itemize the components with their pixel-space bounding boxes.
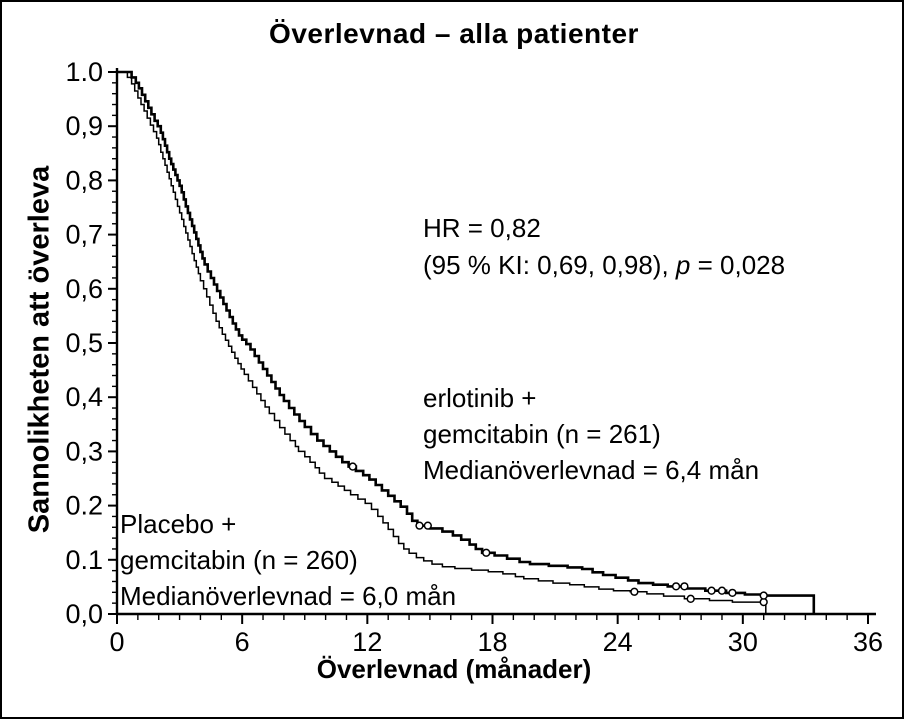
placebo-line3: Medianöverlevnad = 6,0 mån — [120, 581, 457, 611]
censor-mark — [415, 521, 424, 530]
censor-mark — [680, 582, 689, 591]
placebo-annotation: Placebo + gemcitabin (n = 260) Medianöve… — [120, 506, 456, 614]
y-tick-label: 0,4 — [65, 382, 103, 412]
placebo-curve — [117, 71, 767, 614]
hr-line2: (95 % KI: 0,69, 0,98), p = 0,028 — [423, 250, 786, 280]
y-tick-label: 0.1 — [65, 545, 103, 575]
erlotinib-line3: Medianöverlevnad = 6,4 mån — [423, 455, 760, 485]
y-tick-label: 0,8 — [65, 165, 103, 195]
censor-mark — [630, 587, 639, 596]
x-axis-title: Överlevnad (månader) — [316, 654, 592, 684]
y-tick-label: 0,7 — [65, 220, 103, 250]
x-tick-label: 30 — [728, 627, 758, 657]
y-tick-label: 0,5 — [65, 328, 103, 358]
censor-mark — [671, 582, 681, 591]
chart-title: Överlevnad – alla patienter — [269, 18, 639, 49]
x-tick-label: 12 — [352, 627, 382, 657]
x-tick-label: 0 — [109, 627, 124, 657]
x-tick-label: 6 — [235, 627, 250, 657]
erlotinib-annotation: erlotinib + gemcitabin (n = 261) Medianö… — [423, 380, 759, 488]
censor-mark — [717, 586, 727, 595]
x-tick-label: 18 — [477, 627, 507, 657]
y-tick-label: 0,9 — [65, 111, 103, 141]
censor-mark — [423, 521, 432, 530]
y-tick-label: 0,3 — [65, 436, 103, 466]
censor-mark — [707, 586, 716, 595]
placebo-line2: gemcitabin (n = 260) — [120, 545, 358, 575]
erlotinib-line1: erlotinib + — [423, 383, 537, 413]
censor-mark — [482, 548, 491, 557]
censor-mark — [759, 591, 768, 600]
hr-line1: HR = 0,82 — [423, 213, 541, 243]
y-tick-label: 1.0 — [65, 57, 103, 87]
x-tick-label: 36 — [853, 627, 883, 657]
placebo-line1: Placebo + — [120, 509, 237, 539]
censor-mark — [348, 462, 357, 471]
erlotinib-curve — [117, 70, 816, 614]
censor-mark — [728, 588, 737, 598]
x-tick-label: 24 — [603, 627, 633, 657]
y-tick-label: 0,0 — [65, 599, 103, 629]
censor-mark — [686, 594, 695, 603]
hr-annotation: HR = 0,82 (95 % KI: 0,69, 0,98), p = 0,0… — [423, 210, 785, 284]
y-tick-label: 0,6 — [65, 274, 103, 304]
y-tick-label: 0.2 — [65, 491, 103, 521]
erlotinib-line2: gemcitabin (n = 261) — [423, 419, 661, 449]
